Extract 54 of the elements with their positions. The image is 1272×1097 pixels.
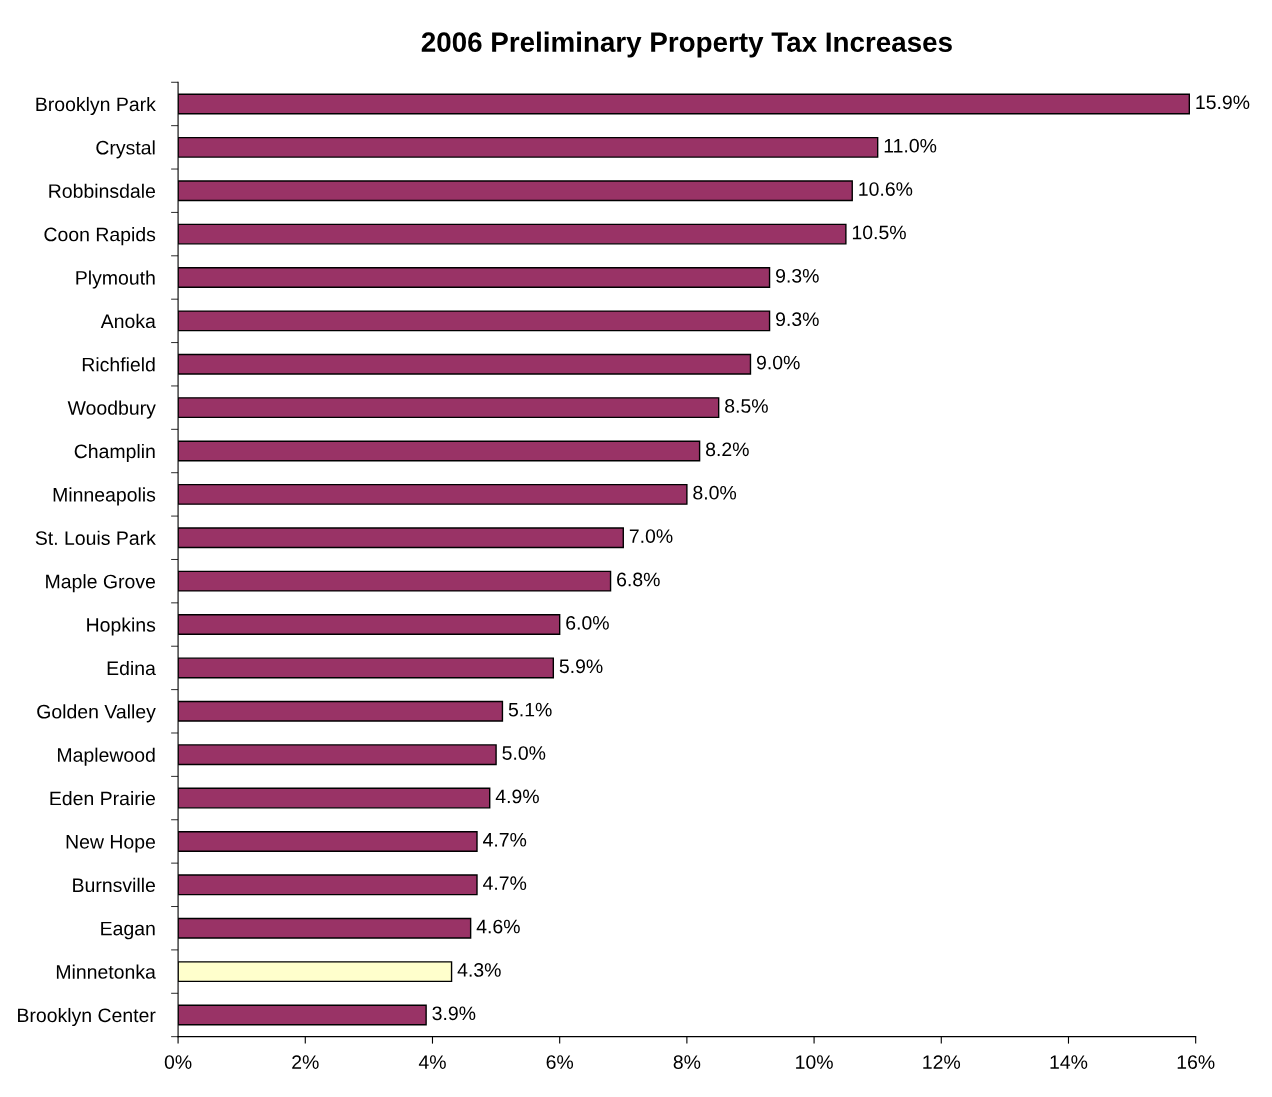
data-label: 15.9% (1196, 95, 1250, 110)
y-tick-label: Richfield (82, 357, 155, 372)
data-label: 3.9% (432, 1006, 476, 1021)
y-tick-label: Golden Valley (37, 704, 156, 723)
y-tick-label: Anoka (100, 313, 156, 329)
x-tick-label: 8% (673, 1055, 701, 1069)
y-tick-label: Burnsville (73, 877, 155, 893)
data-label: 5.1% (508, 702, 552, 717)
x-tick-label: 16% (1177, 1055, 1215, 1069)
chart-title: 2006 Preliminary Property Tax Increases (421, 31, 952, 58)
data-label: 11.0% (884, 138, 937, 153)
data-label: 4.7% (483, 832, 527, 847)
y-tick-label: Plymouth (76, 270, 155, 289)
y-tick-label: New Hope (66, 835, 155, 853)
data-label: 6.0% (566, 615, 609, 630)
y-tick-label: Minneapolis (53, 487, 156, 506)
data-label: 9.0% (756, 355, 800, 370)
y-tick-label: Eagan (101, 921, 155, 940)
data-label: 4.6% (476, 919, 520, 934)
data-label: 8.0% (693, 485, 737, 500)
data-label: 8.2% (706, 442, 749, 457)
y-tick-label: Coon Rapids (44, 227, 156, 246)
x-tick-label: 14% (1050, 1055, 1088, 1069)
y-tick-label: Brooklyn Center (18, 1007, 156, 1027)
y-tick-label: Maple Grove (46, 574, 155, 593)
y-tick-label: Hopkins (87, 617, 156, 636)
data-label: 10.6% (859, 182, 913, 196)
x-tick-label: 0% (164, 1055, 192, 1069)
data-label: 4.3% (457, 963, 501, 977)
y-tick-label: Minnetonka (56, 964, 156, 979)
data-label: 5.0% (502, 746, 546, 760)
data-label: 10.5% (852, 225, 906, 240)
data-label: 6.8% (617, 572, 660, 587)
data-label: 4.9% (495, 789, 539, 804)
data-label: 7.0% (629, 529, 673, 543)
data-label: 9.3% (776, 268, 819, 283)
x-tick-label: 2% (292, 1055, 319, 1069)
x-tick-label: 10% (796, 1055, 833, 1069)
x-tick-label: 6% (546, 1055, 574, 1069)
data-label: 9.3% (776, 312, 819, 327)
y-tick-label: Crystal (96, 140, 155, 159)
y-tick-label: Eden Prairie (50, 791, 155, 806)
y-tick-label: Woodbury (67, 400, 156, 419)
y-tick-label: Brooklyn Park (36, 96, 156, 116)
x-tick-label: 12% (923, 1055, 961, 1069)
y-tick-label: Maplewood (58, 747, 155, 766)
data-label: 5.9% (559, 659, 603, 674)
x-tick-label: 4% (418, 1055, 446, 1069)
y-tick-label: St. Louis Park (35, 530, 156, 546)
data-label: 4.7% (483, 876, 527, 890)
data-label: 8.5% (725, 399, 768, 413)
y-tick-label: Champlin (74, 443, 155, 463)
y-tick-label: Robbinsdale (49, 183, 155, 198)
y-tick-label: Edina (107, 660, 156, 676)
